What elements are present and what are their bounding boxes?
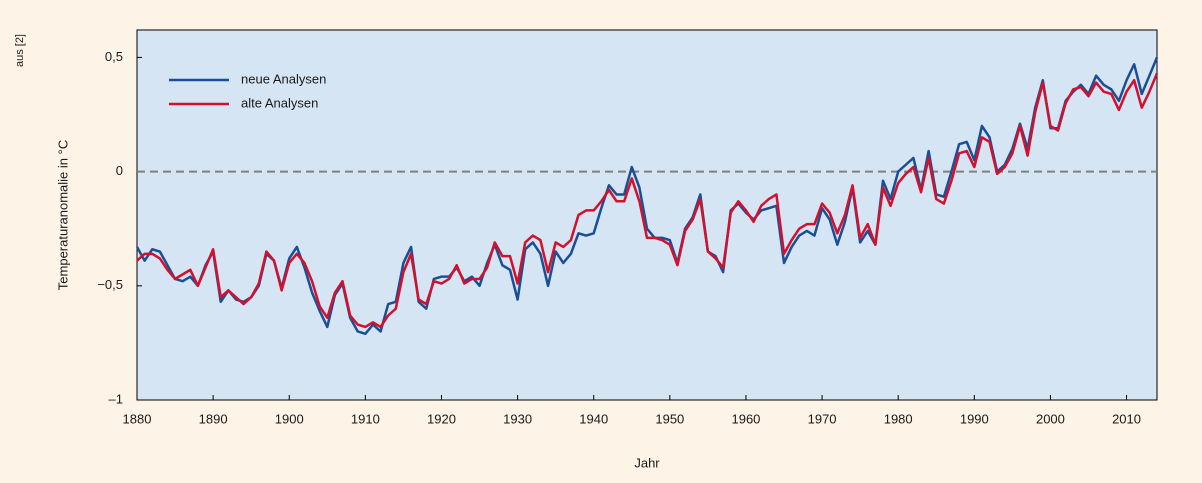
- x-tick-label: 1980: [884, 411, 913, 426]
- x-tick-label: 1880: [123, 411, 152, 426]
- x-tick-label: 1940: [579, 411, 608, 426]
- series-line: [136, 72, 1159, 329]
- y-axis-label: Temperaturanomalie in °C: [55, 140, 70, 290]
- y-tick-label: –1: [109, 391, 123, 406]
- x-tick-label: 1900: [275, 411, 304, 426]
- x-tick-label: 2000: [1036, 411, 1065, 426]
- x-tick-label: 1910: [351, 411, 380, 426]
- y-tick-label: 0: [116, 163, 123, 178]
- legend-label: alte Analysen: [241, 95, 318, 110]
- x-tick-label: 1920: [427, 411, 456, 426]
- x-tick-label: 1930: [503, 411, 532, 426]
- source-note: aus [2]: [14, 34, 26, 67]
- x-axis-label: Jahr: [634, 455, 660, 470]
- x-tick-label: 1890: [199, 411, 228, 426]
- x-tick-label: 2010: [1112, 411, 1141, 426]
- x-tick-label: 1970: [808, 411, 837, 426]
- series-line: [135, 56, 1159, 336]
- x-tick-label: 1990: [960, 411, 989, 426]
- y-tick-label: 0,5: [105, 49, 123, 64]
- legend-label: neue Analysen: [241, 71, 326, 86]
- x-tick-label: 1950: [655, 411, 684, 426]
- plot-area: [136, 29, 1158, 401]
- x-tick-label: 1960: [731, 411, 760, 426]
- y-tick-label: −0,5: [97, 277, 123, 292]
